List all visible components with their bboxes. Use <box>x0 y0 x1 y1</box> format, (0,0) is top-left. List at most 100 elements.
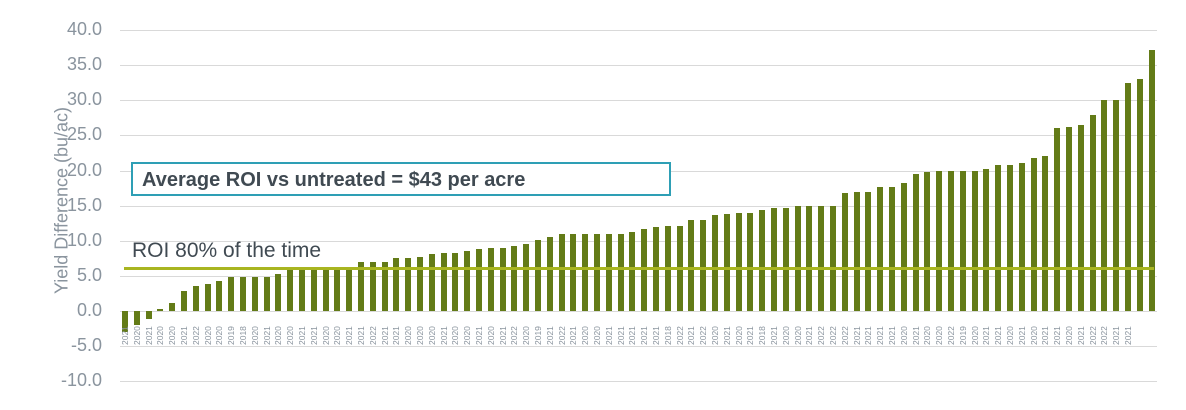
bar <box>688 219 695 311</box>
x-tick-label: 2020 <box>792 326 803 345</box>
bar <box>405 257 412 311</box>
bar <box>440 252 447 311</box>
x-tick-label: 2021 <box>379 326 390 345</box>
x-tick-label: 2021 <box>1075 326 1086 345</box>
average-roi-callout: Average ROI vs untreated = $43 per acre <box>131 162 671 196</box>
bar <box>1065 126 1072 311</box>
bar <box>416 256 423 311</box>
x-tick-label: 2022 <box>816 326 827 345</box>
x-tick-label: 2022 <box>1087 326 1098 345</box>
bar <box>263 276 270 311</box>
bar <box>192 285 199 311</box>
bar <box>888 186 895 311</box>
x-tick-label: 2020 <box>1063 326 1074 345</box>
bar <box>558 234 565 311</box>
gridline <box>120 65 1157 67</box>
bar <box>995 164 1002 311</box>
bar <box>582 234 589 311</box>
x-tick-label: 2021 <box>804 326 815 345</box>
roi-reference-line <box>124 267 1154 271</box>
x-tick-label: 2021 <box>768 326 779 345</box>
bar <box>157 308 164 311</box>
bar <box>1136 79 1143 311</box>
x-tick-label: 2020 <box>426 326 437 345</box>
bar <box>369 261 376 311</box>
x-tick-label: 2020 <box>155 326 166 345</box>
x-tick-label: 2020 <box>462 326 473 345</box>
x-tick-label: 2020 <box>403 326 414 345</box>
bar <box>216 280 223 311</box>
gridline <box>120 311 1157 312</box>
bar <box>487 248 494 311</box>
x-tick-label: 2020 <box>485 326 496 345</box>
x-tick-label: 2020 <box>285 326 296 345</box>
x-tick-label: 2022 <box>1099 326 1110 345</box>
bar <box>180 290 187 311</box>
bar <box>275 274 282 311</box>
y-tick-label: 25.0 <box>66 124 102 145</box>
x-tick-label: 2021 <box>851 326 862 345</box>
x-tick-label: 2022 <box>827 326 838 345</box>
bar <box>298 268 305 311</box>
x-tick-label: 2021 <box>863 326 874 345</box>
y-tick-label: 5.0 <box>76 264 102 285</box>
bar <box>806 205 813 311</box>
x-tick-label: 2021 <box>178 326 189 345</box>
x-tick-label: 2021 <box>910 326 921 345</box>
x-tick-label: 2021 <box>650 326 661 345</box>
x-tick-label: 2020 <box>320 326 331 345</box>
x-tick-label: 2018 <box>757 326 768 345</box>
bar <box>523 244 530 311</box>
x-tick-label: 2022 <box>839 326 850 345</box>
bar <box>818 205 825 311</box>
x-tick-label: 2019 <box>226 326 237 345</box>
x-tick-label: 2021 <box>355 326 366 345</box>
x-tick-label: 2021 <box>497 326 508 345</box>
bar <box>959 170 966 311</box>
bar <box>475 249 482 311</box>
x-tick-label: 2020 <box>969 326 980 345</box>
bar <box>924 171 931 311</box>
x-tick-label: 2019 <box>957 326 968 345</box>
bar <box>381 261 388 311</box>
bar <box>1101 100 1108 311</box>
bar <box>122 311 128 333</box>
bar <box>770 208 777 311</box>
bar <box>853 191 860 311</box>
bar <box>983 169 990 311</box>
x-tick-label: 2022 <box>556 326 567 345</box>
bar <box>204 284 211 311</box>
x-tick-label: 2022 <box>674 326 685 345</box>
x-tick-label: 2021 <box>1111 326 1122 345</box>
x-tick-label: 2021 <box>344 326 355 345</box>
y-tick-label: 20.0 <box>66 159 102 180</box>
bar <box>145 311 152 320</box>
bar <box>393 258 400 311</box>
x-tick-label: 2021 <box>886 326 897 345</box>
x-tick-label: 2021 <box>1040 326 1051 345</box>
bar <box>877 187 884 311</box>
x-tick-label: 2020 <box>214 326 225 345</box>
bar <box>133 311 140 326</box>
bar <box>900 183 907 311</box>
x-tick-label: 2020 <box>414 326 425 345</box>
bar <box>452 252 459 311</box>
x-tick-label: 2021 <box>308 326 319 345</box>
x-tick-label: 2021 <box>261 326 272 345</box>
x-tick-label: 2021 <box>568 326 579 345</box>
x-tick-label: 2021 <box>615 326 626 345</box>
bar <box>865 191 872 311</box>
x-tick-label: 2020 <box>898 326 909 345</box>
x-tick-label: 2020 <box>780 326 791 345</box>
bar <box>936 170 943 311</box>
bar <box>711 215 718 311</box>
x-tick-label: 2021 <box>981 326 992 345</box>
x-tick-label: 2021 <box>1122 326 1133 345</box>
bar <box>700 219 707 311</box>
gridline <box>120 381 1157 383</box>
x-tick-label: 2021 <box>391 326 402 345</box>
bar <box>1077 124 1084 311</box>
bar <box>593 233 600 311</box>
bar <box>464 250 471 311</box>
y-tick-label: 15.0 <box>66 194 102 215</box>
